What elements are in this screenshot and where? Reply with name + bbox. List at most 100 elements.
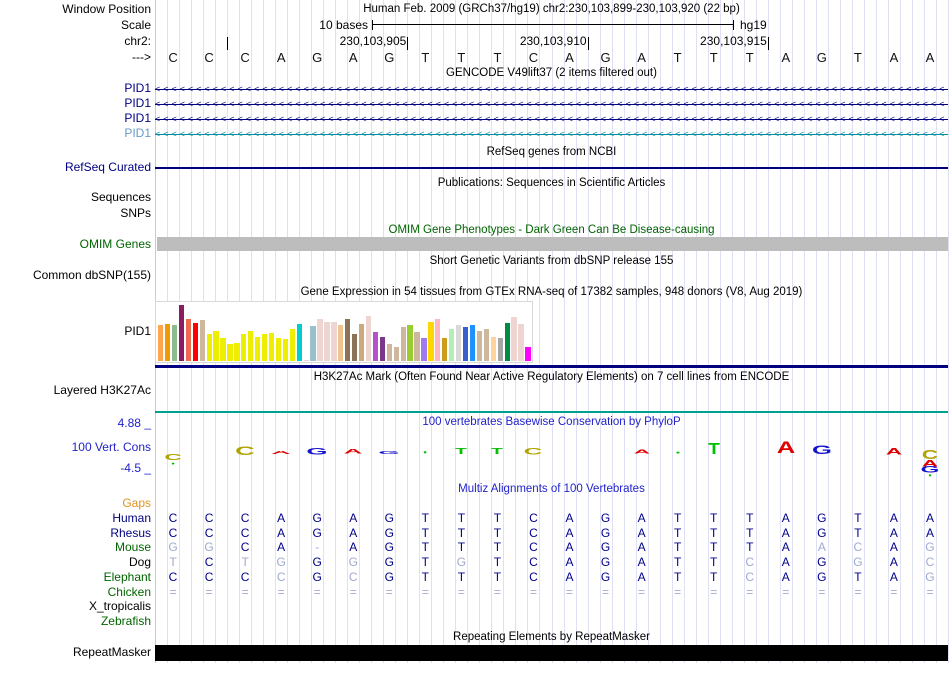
- refseq-curated-label[interactable]: RefSeq Curated: [64, 160, 151, 174]
- gridline: [563, 0, 565, 663]
- gtex-tissue-bar: [331, 321, 337, 361]
- gene-label[interactable]: PID1: [124, 81, 151, 95]
- common-dbsnp-label[interactable]: Common dbSNP(155): [32, 268, 151, 282]
- h3k27ac-signal-line[interactable]: [155, 411, 948, 413]
- publications-track-title[interactable]: Publications: Sequences in Scientific Ar…: [437, 177, 666, 189]
- species-label[interactable]: X_tropicalis: [88, 599, 151, 613]
- dbsnp-track-title[interactable]: Short Genetic Variants from dbSNP releas…: [429, 255, 674, 267]
- species-label[interactable]: Human: [112, 511, 151, 525]
- gtex-tissue-bar: [310, 325, 316, 361]
- alignment-base: T: [457, 511, 466, 525]
- alignment-base: G: [600, 540, 611, 554]
- gtex-tissue-bar: [372, 332, 379, 361]
- gene-transcript-line[interactable]: <<<<<<<<<<<<<<<<<<<<<<<<<<<<<<<<<<<<<<<<…: [155, 99, 948, 109]
- refseq-gene-line[interactable]: [155, 167, 948, 169]
- gtex-tissue-bar: [338, 325, 344, 361]
- base-letter: T: [457, 50, 466, 65]
- species-label[interactable]: Elephant: [103, 570, 151, 584]
- refseq-track-title[interactable]: RefSeq genes from NCBI: [486, 146, 617, 158]
- alignment-base: G: [600, 526, 611, 540]
- phylop-track-title[interactable]: 100 vertebrates Basewise Conservation by…: [422, 416, 681, 428]
- h3k27ac-track-title[interactable]: H3K27Ac Mark (Often Found Near Active Re…: [313, 371, 790, 383]
- alignment-base: A: [889, 555, 898, 569]
- alignment-base: C: [204, 526, 214, 540]
- gtex-tissue-bar: [206, 334, 212, 361]
- gtex-tissue-bar: [282, 338, 289, 361]
- alignment-base: T: [421, 570, 429, 584]
- gridline: [827, 0, 829, 663]
- gtex-gene-label[interactable]: PID1: [124, 324, 151, 338]
- layered-h3k27ac-label[interactable]: Layered H3K27Ac: [53, 383, 151, 397]
- gridline: [791, 0, 793, 663]
- base-letter: G: [312, 50, 323, 65]
- gtex-tissue-bar: [317, 318, 323, 361]
- sequences-label[interactable]: Sequences: [90, 190, 151, 204]
- alignment-base: C: [204, 555, 214, 569]
- gene-transcript-line[interactable]: <<<<<<<<<<<<<<<<<<<<<<<<<<<<<<<<<<<<<<<<…: [155, 114, 948, 124]
- gtex-tissue-bar: [220, 337, 226, 361]
- gridline: [767, 0, 769, 663]
- species-label[interactable]: Dog: [128, 555, 151, 569]
- alignment-base: C: [745, 570, 755, 584]
- alignment-base: A: [889, 540, 898, 554]
- species-label[interactable]: Zebrafish: [100, 614, 151, 628]
- gtex-tissue-bar: [393, 347, 399, 361]
- alignment-base: =: [169, 585, 177, 599]
- snps-label[interactable]: SNPs: [120, 206, 151, 220]
- gtex-expression-chart[interactable]: [155, 301, 533, 363]
- alignment-base: =: [313, 585, 321, 599]
- alignment-base: G: [925, 540, 935, 554]
- repeatmasker-track-title[interactable]: Repeating Elements by RepeatMasker: [453, 631, 650, 643]
- gridline: [731, 0, 733, 663]
- alignment-base: T: [710, 526, 718, 540]
- gene-label[interactable]: PID1: [124, 126, 151, 140]
- gene-label[interactable]: PID1: [124, 111, 151, 125]
- gaps-label[interactable]: Gaps: [122, 496, 151, 510]
- omim-track-title[interactable]: OMIM Gene Phenotypes - Dark Green Can Be…: [388, 224, 715, 236]
- alignment-base: C: [529, 540, 538, 554]
- gtex-tissue-bar: [449, 329, 455, 361]
- alignment-base: T: [854, 526, 862, 540]
- strand-arrows: <<<<<<<<<<<<<<<<<<<<<<<<<<<<<<<<<<<<<<<<…: [155, 114, 948, 124]
- gtex-gene-line[interactable]: [155, 365, 948, 368]
- species-label[interactable]: Rhesus: [110, 526, 151, 540]
- alignment-base: C: [240, 526, 250, 540]
- gene-transcript-line[interactable]: <<<<<<<<<<<<<<<<<<<<<<<<<<<<<<<<<<<<<<<<…: [155, 129, 948, 139]
- gencode-track-title[interactable]: GENCODE V49lift37 (2 items filtered out): [446, 67, 657, 79]
- repeatmasker-label[interactable]: RepeatMasker: [72, 645, 151, 659]
- gtex-tissue-bar: [345, 319, 351, 361]
- alignment-base: T: [241, 555, 249, 569]
- gridline: [863, 0, 865, 663]
- alignment-base: A: [277, 526, 286, 540]
- alignment-base: G: [600, 555, 611, 569]
- omim-gene-bar[interactable]: [157, 237, 948, 251]
- gtex-tissue-bar: [296, 323, 302, 361]
- scale-value: 10 bases: [319, 18, 368, 32]
- gtex-track-title[interactable]: Gene Expression in 54 tissues from GTEx …: [300, 286, 803, 298]
- gridline: [948, 0, 949, 663]
- position-title: Human Feb. 2009 (GRCh37/hg19) chr2:230,1…: [363, 3, 740, 15]
- species-label[interactable]: Mouse: [114, 540, 151, 554]
- base-letter: A: [889, 50, 899, 65]
- species-label[interactable]: Chicken: [107, 585, 151, 599]
- gene-transcript-line[interactable]: <<<<<<<<<<<<<<<<<<<<<<<<<<<<<<<<<<<<<<<<…: [155, 84, 948, 94]
- vert-cons-label[interactable]: 100 Vert. Cons: [71, 440, 151, 454]
- multiz-track-title[interactable]: Multiz Alignments of 100 Vertebrates: [458, 483, 645, 495]
- gtex-tissue-bar: [442, 337, 448, 361]
- gridline: [851, 0, 853, 663]
- alignment-base: A: [781, 540, 790, 554]
- alignment-base: T: [421, 511, 429, 525]
- assembly-label: hg19: [740, 18, 767, 32]
- gene-label[interactable]: PID1: [124, 96, 151, 110]
- gridline: [719, 0, 721, 663]
- conservation-logo-letter: G: [306, 446, 328, 457]
- alignment-base: G: [384, 570, 394, 584]
- ruler-coordinate: 230,103,905: [339, 34, 407, 48]
- window-position-label: Window Position: [62, 2, 151, 16]
- gtex-tissue-bar: [483, 329, 489, 361]
- repeatmasker-bar[interactable]: [155, 645, 948, 661]
- omim-genes-label[interactable]: OMIM Genes: [79, 237, 151, 251]
- alignment-base: =: [493, 585, 501, 599]
- alignment-base: =: [529, 585, 537, 599]
- alignment-base: A: [637, 570, 646, 584]
